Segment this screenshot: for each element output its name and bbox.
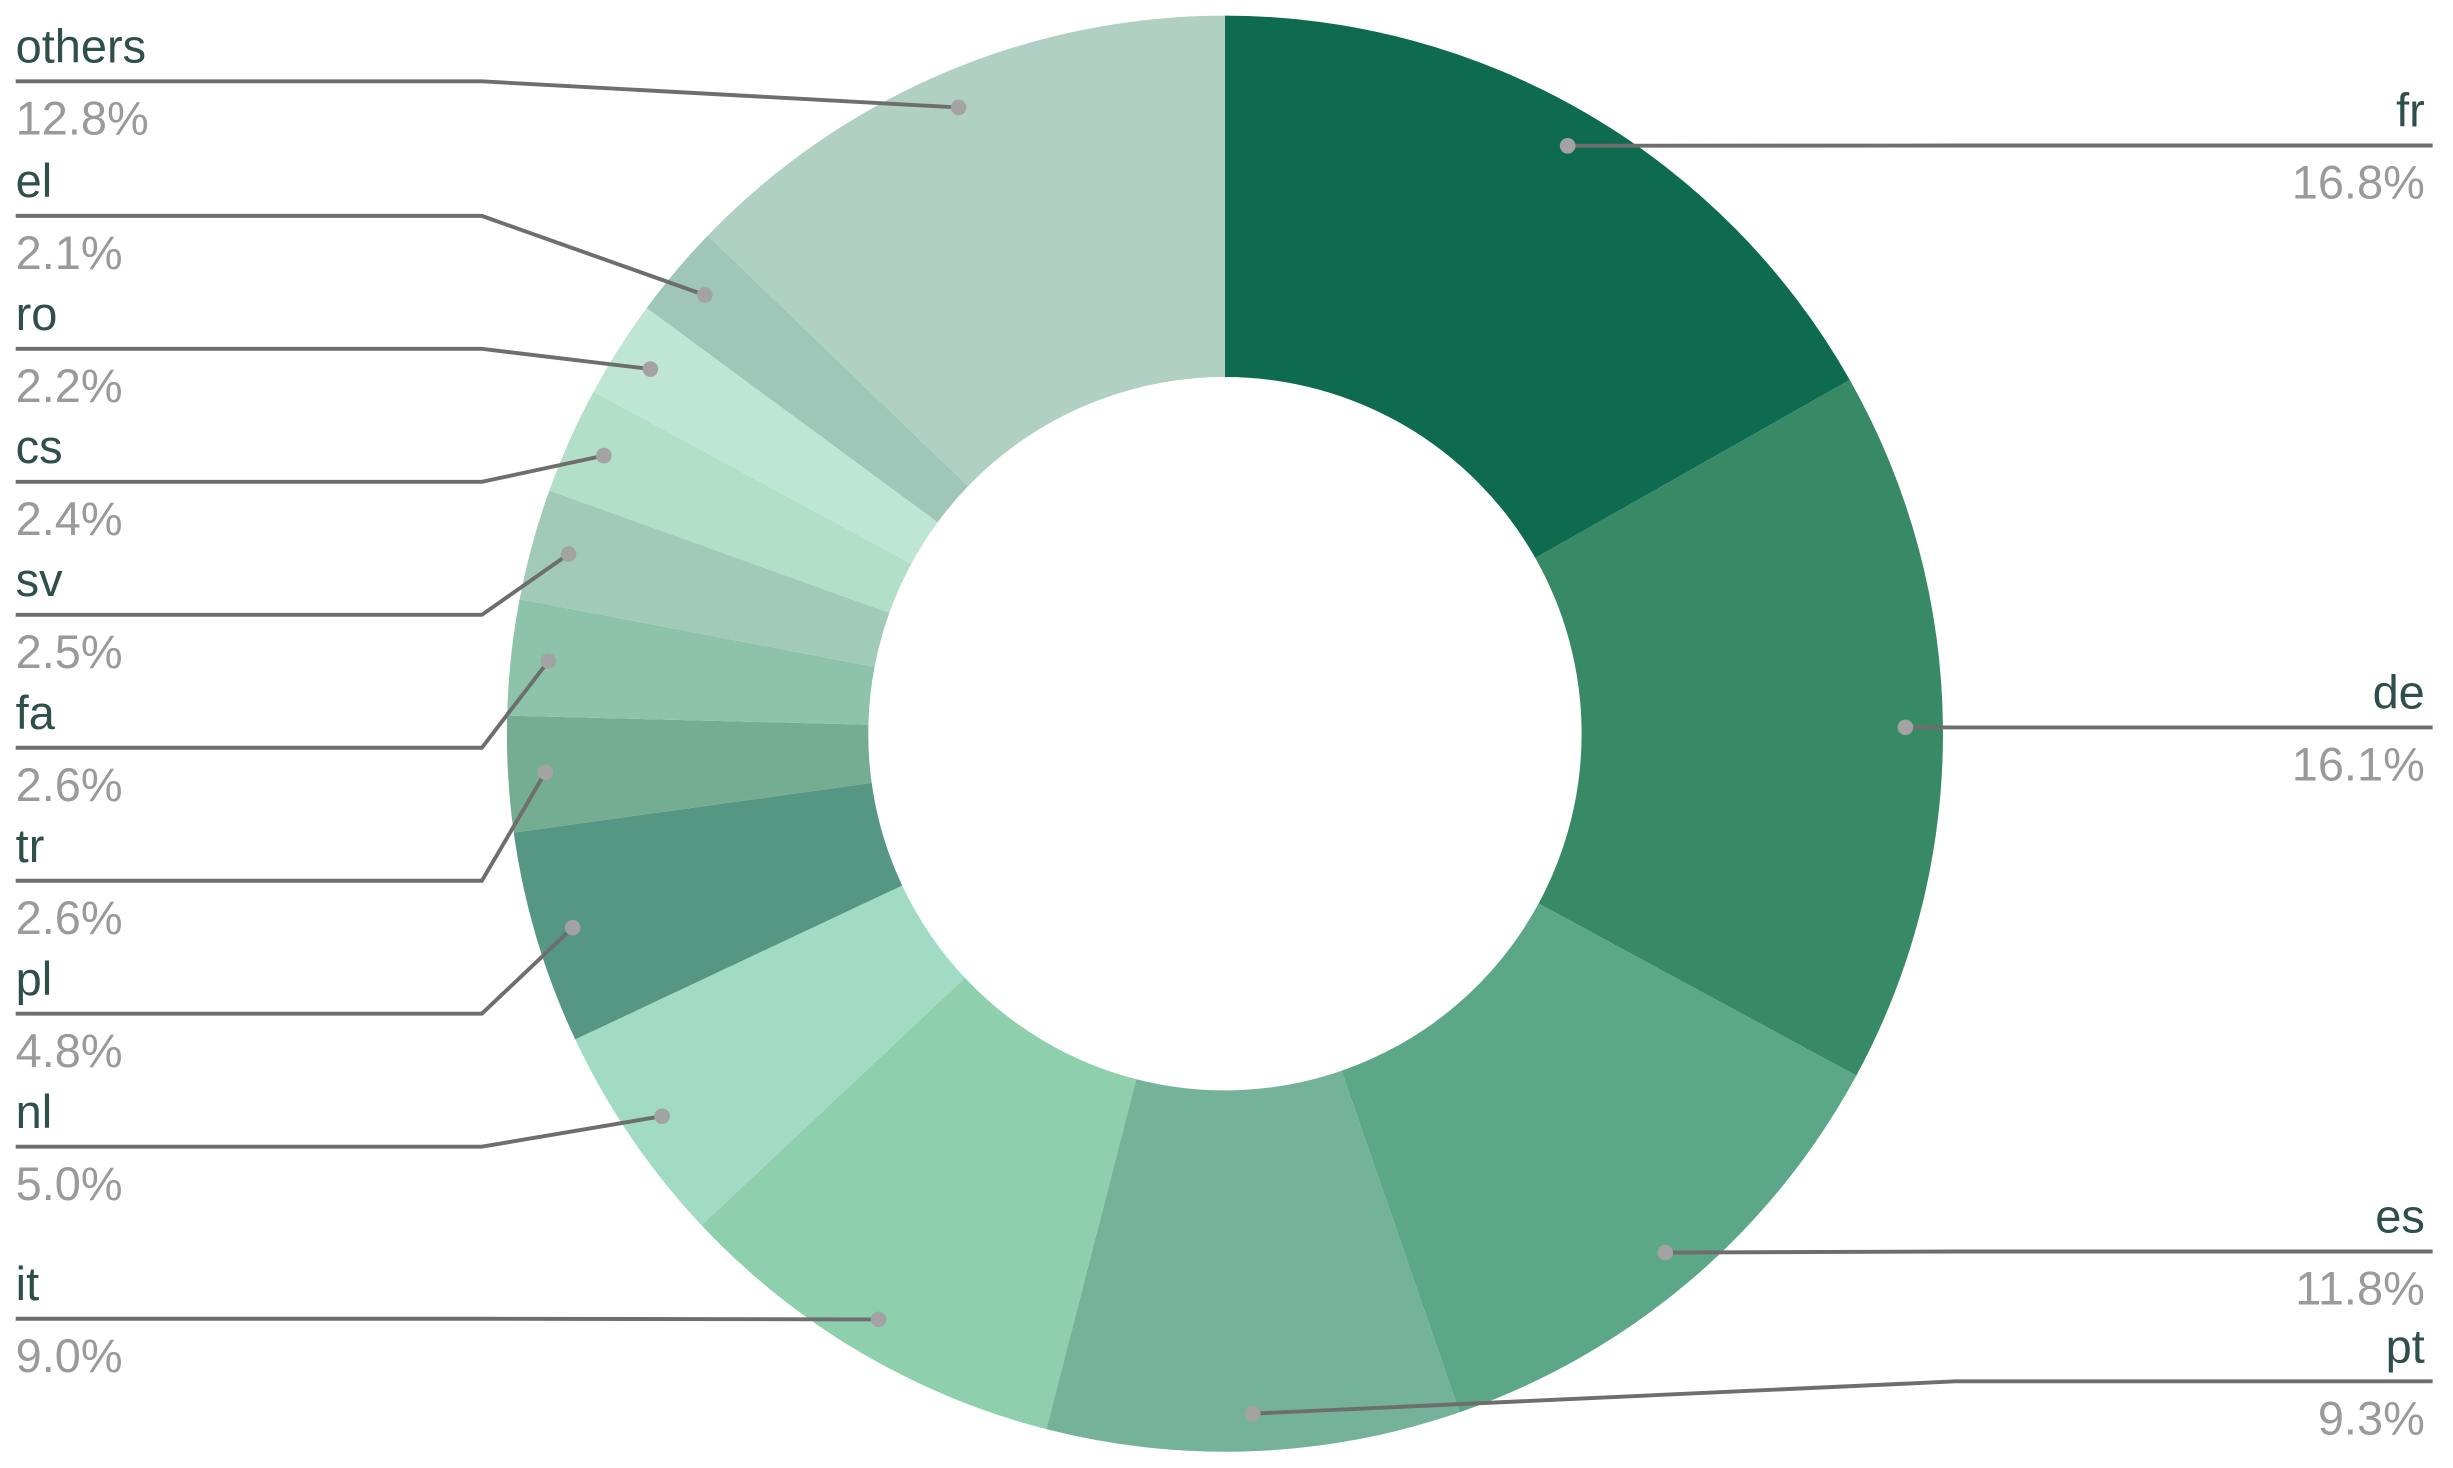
leader-line <box>15 1316 879 1322</box>
leader-line <box>1665 1249 2433 1255</box>
data-label: 9.0% <box>16 1330 123 1382</box>
leader-dot <box>654 1108 670 1125</box>
leader-line <box>15 453 605 484</box>
donut-slice <box>701 977 1137 1430</box>
leader-dot <box>1244 1405 1261 1422</box>
donut-slice <box>1046 1070 1460 1452</box>
donut-slice <box>646 235 969 523</box>
leader-line <box>15 926 575 1016</box>
leader-dot <box>1897 719 1914 736</box>
legend-label: pl <box>16 953 53 1005</box>
donut-slice <box>1224 15 1850 558</box>
data-label: 2.5% <box>16 626 123 678</box>
data-label: 16.1% <box>2292 739 2425 791</box>
leader-dot <box>950 99 967 116</box>
donut-slice <box>506 715 872 833</box>
leader-dot <box>537 764 554 780</box>
leader-line <box>15 213 706 297</box>
leader-dot <box>696 287 713 303</box>
data-label: 2.4% <box>16 493 123 545</box>
legend-label: others <box>16 21 146 73</box>
data-label: 2.6% <box>16 892 123 944</box>
leader-line <box>15 771 548 883</box>
donut-slice <box>707 15 1225 487</box>
legend-label: es <box>2375 1191 2425 1243</box>
legend-label: cs <box>16 421 63 473</box>
donut-slice <box>549 391 912 613</box>
leader-dot <box>1559 137 1576 154</box>
data-label: 5.0% <box>16 1158 123 1210</box>
leader-dot <box>1657 1244 1674 1261</box>
data-label: 4.8% <box>16 1025 123 1077</box>
leader-dot <box>870 1311 887 1328</box>
donut-slice <box>593 307 938 564</box>
donut-slice <box>575 885 965 1226</box>
data-label: 2.1% <box>16 227 123 279</box>
leader-line <box>15 79 959 110</box>
data-label: 12.8% <box>16 93 149 145</box>
leader-line <box>15 346 651 371</box>
donut-slice <box>519 490 890 667</box>
data-label: 9.3% <box>2318 1393 2425 1445</box>
legend-label: it <box>16 1258 39 1310</box>
legend-label: el <box>16 155 53 207</box>
data-label: 2.2% <box>16 360 123 412</box>
leader-dot <box>564 919 581 936</box>
legend-label: fa <box>16 687 56 739</box>
leader-line <box>15 1114 663 1149</box>
legend-label: tr <box>16 820 45 872</box>
data-label: 11.8% <box>2295 1263 2425 1315</box>
leader-dot <box>596 447 612 464</box>
donut-slice <box>507 599 875 725</box>
donut-slice <box>1341 903 1857 1413</box>
leader-dot <box>642 361 659 377</box>
data-label: 2.6% <box>16 759 123 811</box>
legend-label: nl <box>16 1086 53 1138</box>
leader-line <box>15 552 570 617</box>
legend-label: ro <box>16 288 58 340</box>
leader-line <box>15 659 550 750</box>
leader-dot <box>560 546 577 562</box>
donut-slice <box>513 782 903 1040</box>
legend-label: fr <box>2396 85 2425 137</box>
leader-line <box>1252 1379 2433 1416</box>
legend-label: sv <box>16 554 63 606</box>
leader-dot <box>540 653 557 669</box>
data-label: 16.8% <box>2292 157 2425 209</box>
legend-label: de <box>2373 667 2425 719</box>
legend-label: pt <box>2386 1321 2425 1373</box>
donut-slice <box>1535 379 1943 1076</box>
